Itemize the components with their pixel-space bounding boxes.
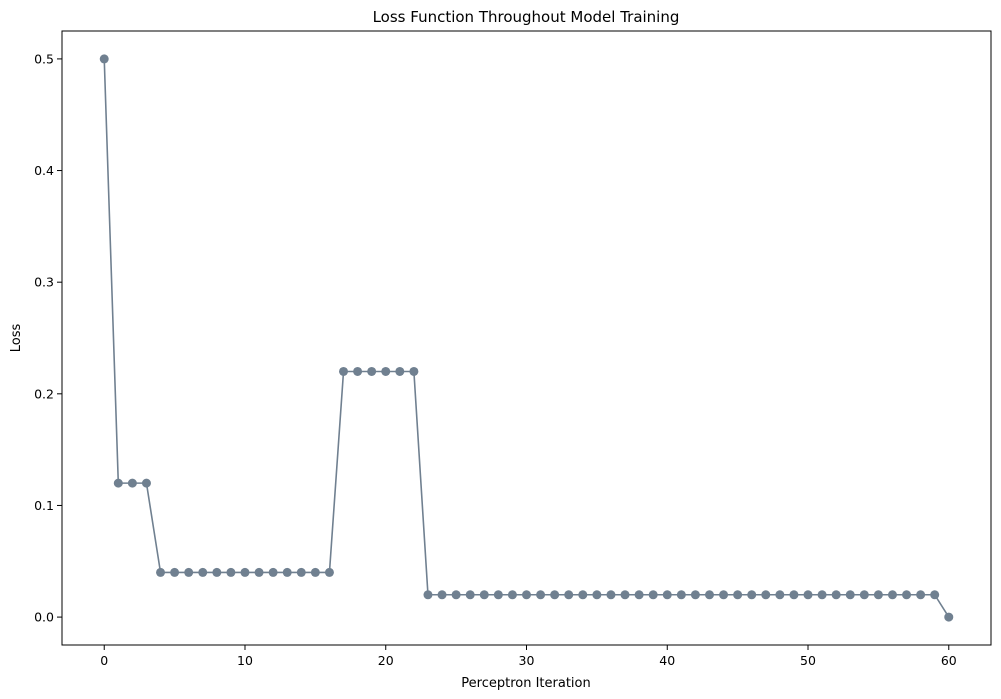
data-point xyxy=(465,590,475,600)
data-point xyxy=(409,366,419,376)
data-point xyxy=(170,567,180,577)
data-point xyxy=(353,366,363,376)
data-point xyxy=(690,590,700,600)
x-axis: 0 10 20 30 40 50 60 xyxy=(100,645,957,668)
plot-area xyxy=(61,30,992,646)
x-tick-label: 20 xyxy=(378,653,394,668)
x-tick-label: 50 xyxy=(800,653,816,668)
data-point xyxy=(789,590,799,600)
data-point xyxy=(282,567,292,577)
data-point xyxy=(254,567,264,577)
chart-title: Loss Function Throughout Model Training xyxy=(373,8,680,26)
data-point xyxy=(887,590,897,600)
data-point xyxy=(113,478,123,488)
data-point xyxy=(747,590,757,600)
data-point xyxy=(859,590,869,600)
y-tick-label: 0.2 xyxy=(34,386,54,401)
data-point xyxy=(339,366,349,376)
data-point xyxy=(367,366,377,376)
y-tick-label: 0.0 xyxy=(34,610,54,625)
data-point xyxy=(592,590,602,600)
y-tick-label: 0.4 xyxy=(34,163,54,178)
data-point xyxy=(662,590,672,600)
x-tick-label: 0 xyxy=(100,653,108,668)
x-axis-label: Perceptron Iteration xyxy=(461,676,590,691)
data-point xyxy=(522,590,531,600)
data-point xyxy=(930,590,940,600)
data-point xyxy=(916,590,926,600)
data-point xyxy=(634,590,644,600)
data-point xyxy=(803,590,813,600)
data-point xyxy=(395,366,405,376)
x-tick-label: 40 xyxy=(659,653,675,668)
y-axis-label: Loss xyxy=(9,324,24,353)
data-point xyxy=(507,590,517,600)
data-point xyxy=(184,567,194,577)
series-layer xyxy=(99,54,954,622)
data-point xyxy=(606,590,616,600)
data-point xyxy=(127,478,137,488)
data-point xyxy=(156,567,166,577)
data-point xyxy=(704,590,714,600)
data-point xyxy=(381,366,391,376)
data-point xyxy=(845,590,855,600)
data-point xyxy=(99,54,109,64)
x-tick-label: 30 xyxy=(519,653,535,668)
data-point xyxy=(141,478,151,488)
data-point xyxy=(198,567,208,577)
data-point xyxy=(648,590,658,600)
data-point xyxy=(240,567,250,577)
x-tick-label: 60 xyxy=(941,653,957,668)
data-point xyxy=(212,567,222,577)
data-point xyxy=(493,590,503,600)
data-point xyxy=(873,590,883,600)
data-point xyxy=(620,590,630,600)
data-point xyxy=(831,590,841,600)
data-point xyxy=(761,590,771,600)
y-tick-label: 0.1 xyxy=(34,498,54,513)
data-point xyxy=(324,567,334,577)
data-point xyxy=(733,590,743,600)
data-point xyxy=(775,590,785,600)
data-point xyxy=(902,590,912,600)
data-point xyxy=(944,612,954,622)
data-point xyxy=(296,567,306,577)
data-point xyxy=(817,590,827,600)
x-tick-label: 10 xyxy=(237,653,253,668)
data-point xyxy=(437,590,447,600)
data-point xyxy=(578,590,588,600)
y-tick-label: 0.5 xyxy=(34,51,54,66)
data-point xyxy=(451,590,461,600)
data-point xyxy=(550,590,560,600)
data-point xyxy=(226,567,236,577)
data-point xyxy=(676,590,686,600)
data-point xyxy=(310,567,320,577)
plot-frame xyxy=(61,30,992,646)
series-line xyxy=(103,58,950,618)
data-point xyxy=(423,590,433,600)
data-point xyxy=(719,590,729,600)
y-tick-label: 0.3 xyxy=(34,275,54,290)
data-point xyxy=(479,590,489,600)
y-axis: 0.0 0.1 0.2 0.3 0.4 0.5 xyxy=(34,51,62,625)
data-point xyxy=(564,590,574,600)
data-point xyxy=(536,590,546,600)
data-point xyxy=(268,567,278,577)
